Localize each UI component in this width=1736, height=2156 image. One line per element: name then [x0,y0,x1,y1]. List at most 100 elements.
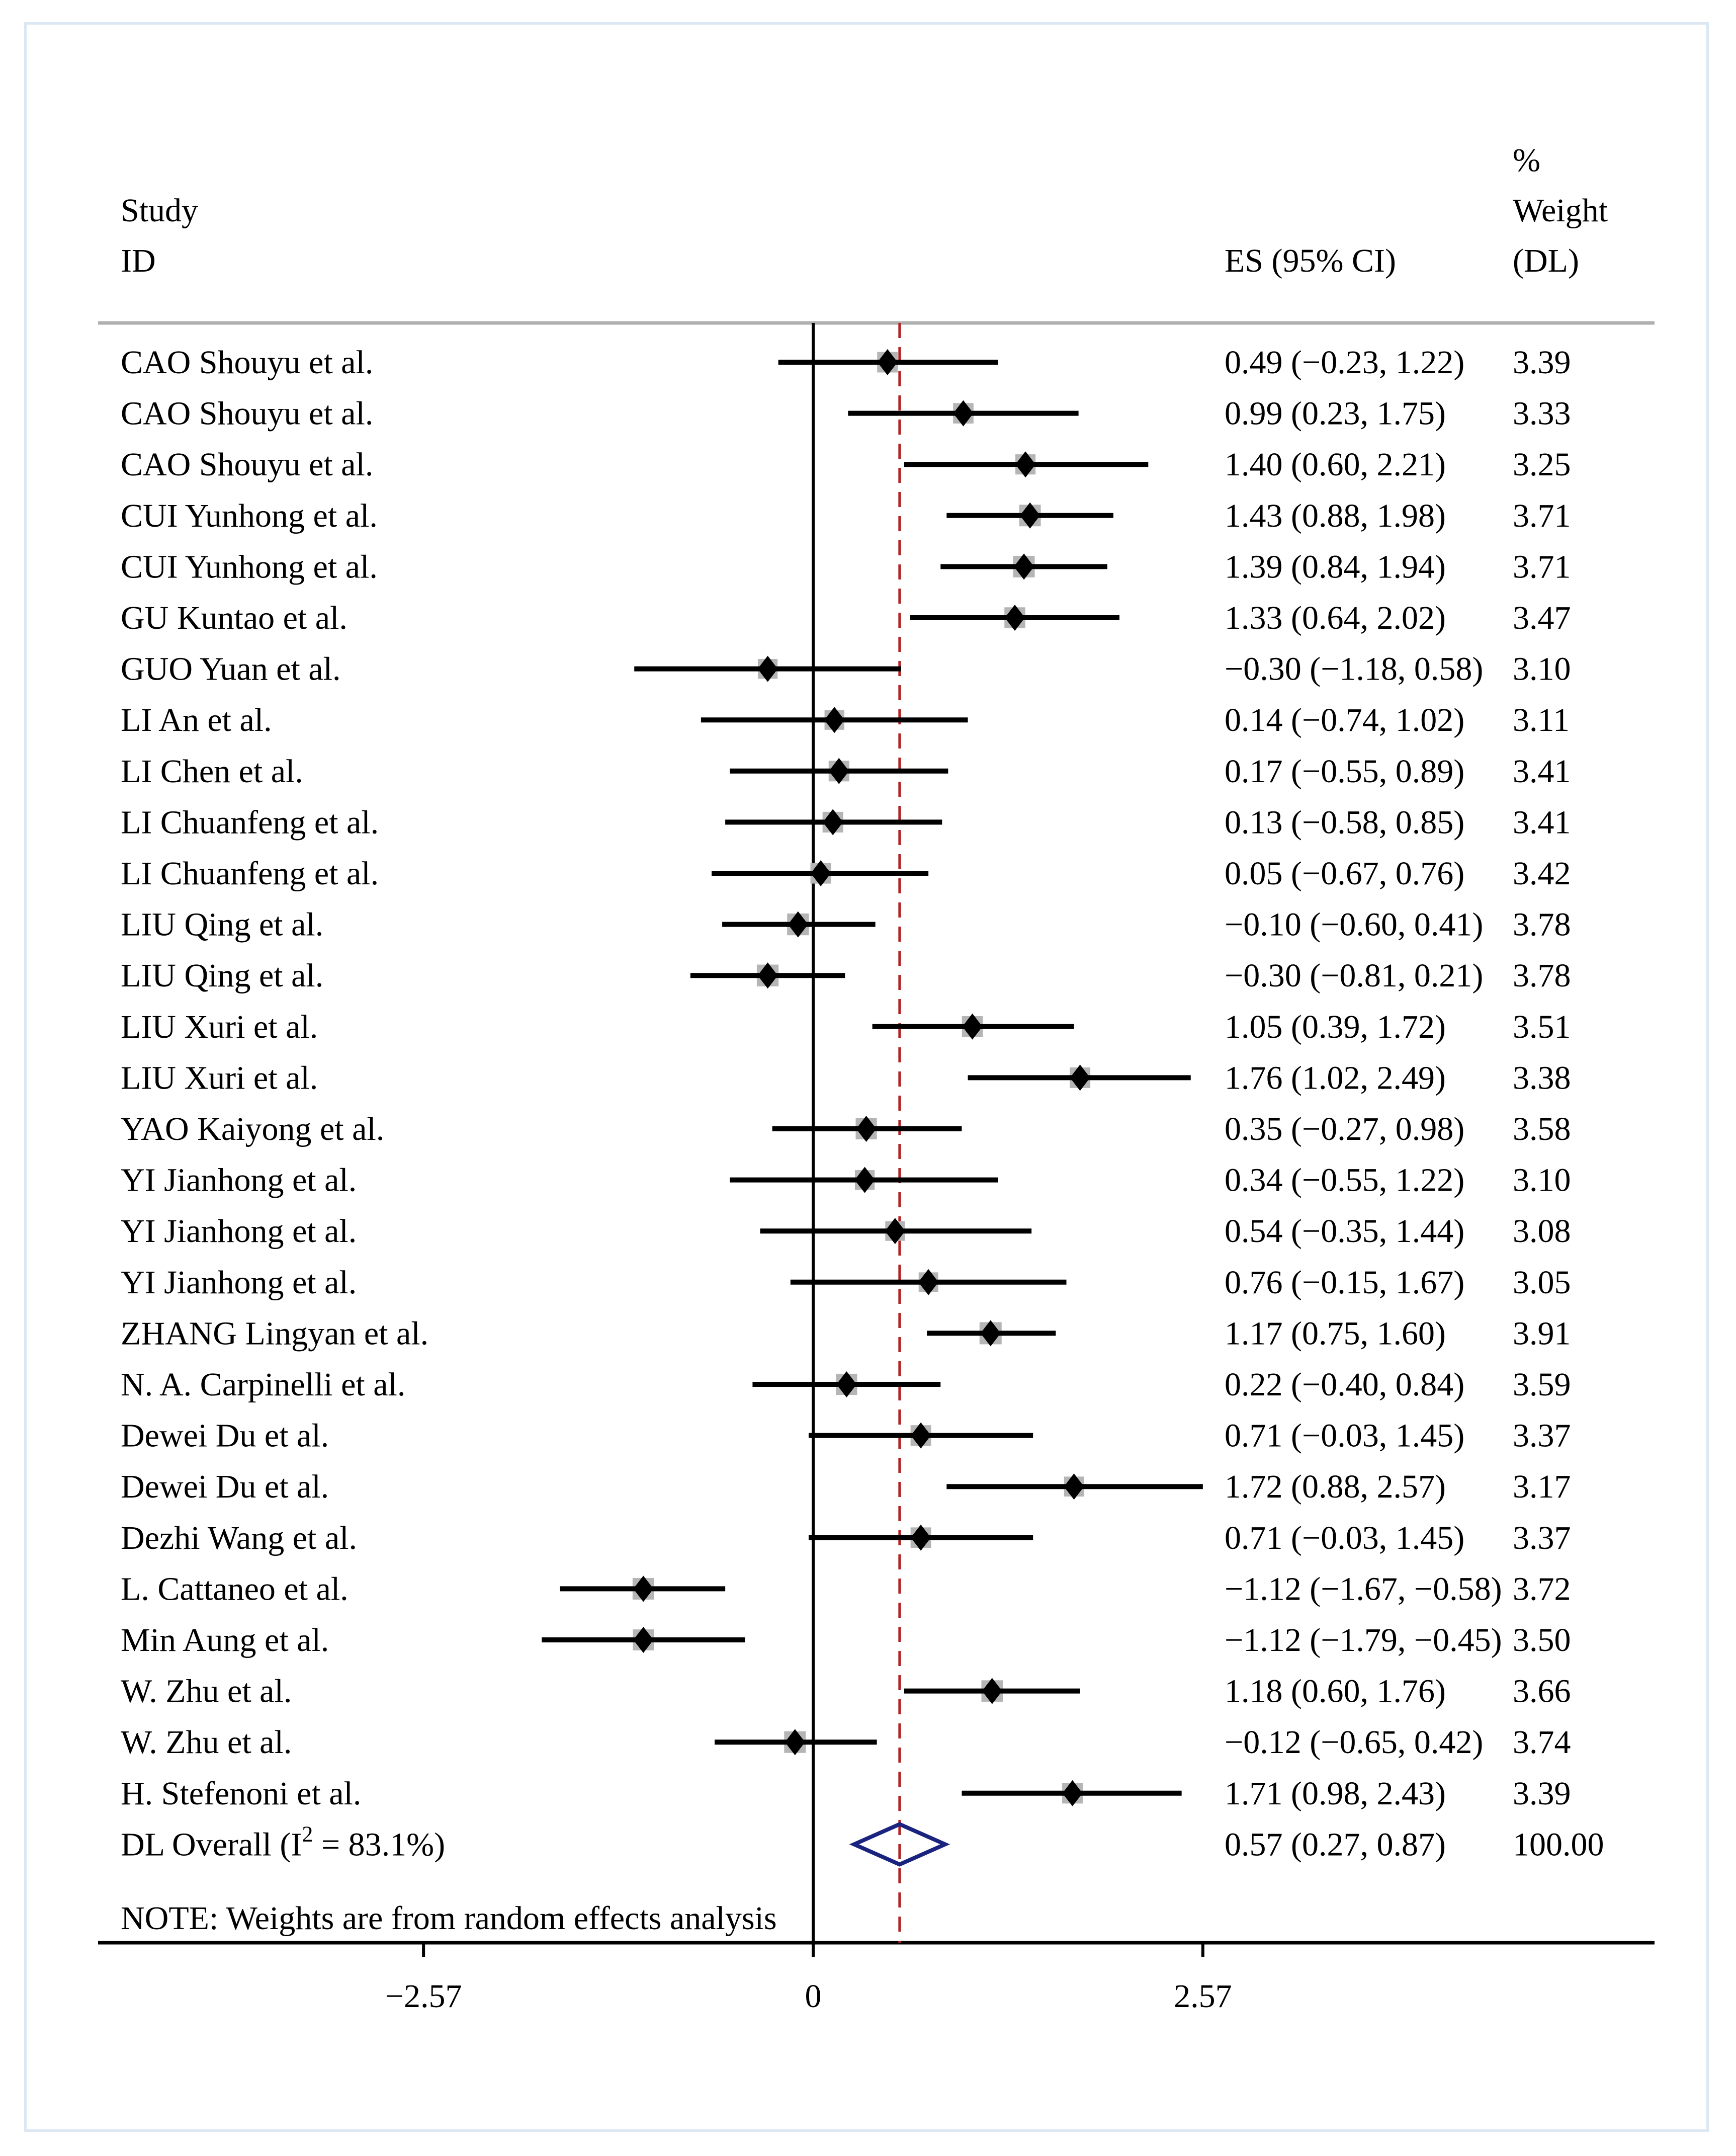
study-es-ci: −0.12 (−0.65, 0.42) [1225,1724,1483,1761]
study-row: Dewei Du et al. 0.71 (−0.03, 1.45) 3.37 [121,1418,1571,1454]
footnote: NOTE: Weights are from random effects an… [121,1900,777,1937]
study-name: LIU Qing et al. [121,906,323,943]
study-weight: 3.71 [1513,497,1571,534]
study-row: YI Jianhong et al. 0.34 (−0.55, 1.22) 3.10 [121,1162,1571,1199]
study-row: LI Chuanfeng et al. 0.13 (−0.58, 0.85) 3.4… [121,804,1571,841]
study-es-ci: 0.71 (−0.03, 1.45) [1225,1520,1464,1556]
overall-label-suffix: = 83.1%) [313,1826,445,1863]
study-es-ci: 0.49 (−0.23, 1.22) [1225,344,1464,381]
overall-es-ci: 0.57 (0.27, 0.87) [1225,1826,1446,1863]
study-weight: 3.41 [1513,753,1571,790]
point-estimate [982,1678,1002,1704]
point-estimate [911,1524,931,1551]
study-row: CUI Yunhong et al. 1.39 (0.84, 1.94) 3.71 [121,548,1571,585]
study-weight: 3.05 [1513,1264,1571,1301]
study-name: CAO Shouyu et al. [121,344,373,381]
study-es-ci: −0.30 (−1.18, 0.58) [1225,651,1483,688]
point-estimate [633,1627,654,1653]
study-name: LI Chuanfeng et al. [121,855,379,892]
study-weight: 3.17 [1513,1468,1571,1505]
point-estimate [829,758,849,784]
study-es-ci: 0.13 (−0.58, 0.85) [1225,804,1464,841]
study-es-ci: 0.34 (−0.55, 1.22) [1225,1162,1464,1199]
study-es-ci: 0.05 (−0.67, 0.76) [1225,855,1464,892]
point-estimate [1014,553,1034,580]
study-es-ci: 1.39 (0.84, 1.94) [1225,548,1446,585]
study-row: GUO Yuan et al. −0.30 (−1.18, 0.58) 3.10 [121,651,1571,688]
overall-row: DL Overall (I2 = 83.1%) 0.57 (0.27, 0.87)… [121,1821,1604,1867]
study-es-ci: −1.12 (−1.79, −0.45) [1225,1622,1502,1659]
overall-diamond [849,1822,950,1867]
study-weight: 3.47 [1513,600,1571,636]
point-estimate [918,1269,939,1295]
study-row: LI Chen et al. 0.17 (−0.55, 0.89) 3.41 [121,753,1571,790]
header-weight-dl: (DL) [1513,242,1579,279]
study-row: LI An et al. 0.14 (−0.74, 1.02) 3.11 [121,702,1570,738]
study-name: CAO Shouyu et al. [121,446,373,483]
x-tick-label: −2.57 [385,1978,462,2015]
study-name: H. Stefenoni et al. [121,1775,361,1812]
study-weight: 3.41 [1513,804,1571,841]
study-name: W. Zhu et al. [121,1673,292,1710]
study-weight: 3.72 [1513,1570,1571,1607]
point-estimate [854,1167,875,1193]
study-row: Dewei Du et al. 1.72 (0.88, 2.57) 3.17 [121,1468,1571,1505]
study-name: W. Zhu et al. [121,1724,292,1761]
study-name: L. Cattaneo et al. [121,1570,349,1607]
study-row: YI Jianhong et al. 0.76 (−0.15, 1.67) 3.05 [121,1264,1571,1301]
study-row: GU Kuntao et al. 1.33 (0.64, 2.02) 3.47 [121,600,1571,636]
study-es-ci: 1.40 (0.60, 2.21) [1225,446,1446,483]
study-weight: 3.11 [1513,702,1570,738]
point-estimate [1020,502,1040,529]
study-row: LIU Qing et al. −0.10 (−0.60, 0.41) 3.78 [121,906,1571,943]
study-row: L. Cattaneo et al. −1.12 (−1.67, −0.58) 3.… [121,1570,1571,1607]
study-row: Dezhi Wang et al. 0.71 (−0.03, 1.45) 3.37 [121,1520,1571,1556]
point-estimate [757,655,778,682]
point-estimate [962,1013,983,1040]
x-tick-label: 0 [805,1978,822,2015]
study-weight: 3.51 [1513,1009,1571,1045]
study-weight: 3.10 [1513,1162,1571,1199]
study-es-ci: 1.71 (0.98, 2.43) [1225,1775,1446,1812]
study-es-ci: 0.99 (0.23, 1.75) [1225,395,1446,432]
study-row: Min Aung et al. −1.12 (−1.79, −0.45) 3.50 [121,1622,1571,1659]
point-estimate [1004,605,1025,631]
study-row: W. Zhu et al. −0.12 (−0.65, 0.42) 3.74 [121,1724,1571,1761]
study-row: LIU Xuri et al. 1.76 (1.02, 2.49) 3.38 [121,1059,1571,1096]
study-name: YI Jianhong et al. [121,1162,357,1199]
study-name: LI Chuanfeng et al. [121,804,379,841]
study-weight: 3.78 [1513,957,1571,994]
study-row: YAO Kaiyong et al. 0.35 (−0.27, 0.98) 3.58 [121,1111,1571,1147]
point-estimate [823,809,843,836]
header-es: ES (95% CI) [1225,242,1396,279]
study-weight: 3.37 [1513,1520,1571,1556]
study-es-ci: 0.71 (−0.03, 1.45) [1225,1418,1464,1454]
study-name: GU Kuntao et al. [121,600,348,636]
study-row: CAO Shouyu et al. 1.40 (0.60, 2.21) 3.25 [121,446,1571,483]
study-row: CAO Shouyu et al. 0.99 (0.23, 1.75) 3.33 [121,395,1571,432]
study-weight: 3.08 [1513,1213,1571,1250]
point-estimate [824,707,845,733]
point-estimate [980,1320,1001,1347]
study-weight: 3.10 [1513,651,1571,688]
study-name: YI Jianhong et al. [121,1264,357,1301]
header-study: Study [121,192,198,229]
study-name: LIU Qing et al. [121,957,323,994]
point-estimate [1015,451,1036,478]
chart-frame [24,22,1709,2132]
point-estimate [856,1116,877,1142]
study-name: CUI Yunhong et al. [121,548,378,585]
point-estimate [785,1729,805,1756]
x-tick-label: 2.57 [1174,1978,1232,2015]
point-estimate [1070,1064,1090,1091]
point-estimate [757,962,778,989]
study-row: LI Chuanfeng et al. 0.05 (−0.67, 0.76) 3.4… [121,855,1571,892]
study-es-ci: 1.05 (0.39, 1.72) [1225,1009,1446,1045]
study-weight: 3.58 [1513,1111,1571,1147]
study-name: Dezhi Wang et al. [121,1520,357,1556]
point-estimate [885,1218,905,1245]
study-name: LIU Xuri et al. [121,1009,318,1045]
header-weight-pct: % [1513,142,1540,179]
point-estimate [633,1575,654,1602]
overall-label-sup: 2 [302,1821,313,1846]
